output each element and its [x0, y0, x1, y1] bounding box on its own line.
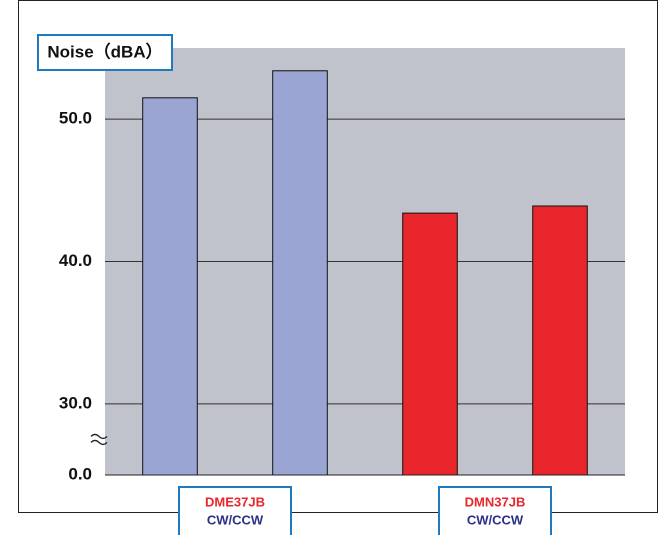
bar: [272, 70, 328, 476]
category-subtitle: CW/CCW: [467, 512, 524, 527]
category-name: DME37JB: [205, 494, 265, 509]
y-tick-label: 50.0: [59, 109, 92, 128]
category-box: [178, 486, 292, 535]
y-tick-label: 30.0: [59, 393, 92, 412]
y-tick-label: 0.0: [68, 464, 92, 483]
bar: [402, 212, 458, 476]
y-label-box: [37, 34, 173, 71]
axis-break: [90, 433, 108, 440]
bar: [142, 97, 198, 476]
bar: [532, 205, 588, 476]
category-name: DMN37JB: [465, 494, 526, 509]
y-tick-label: 40.0: [59, 251, 92, 270]
y-label: Noise（dBA）: [47, 41, 162, 61]
category-box: [438, 486, 552, 535]
category-subtitle: CW/CCW: [207, 512, 264, 527]
axis-break: [90, 439, 108, 446]
